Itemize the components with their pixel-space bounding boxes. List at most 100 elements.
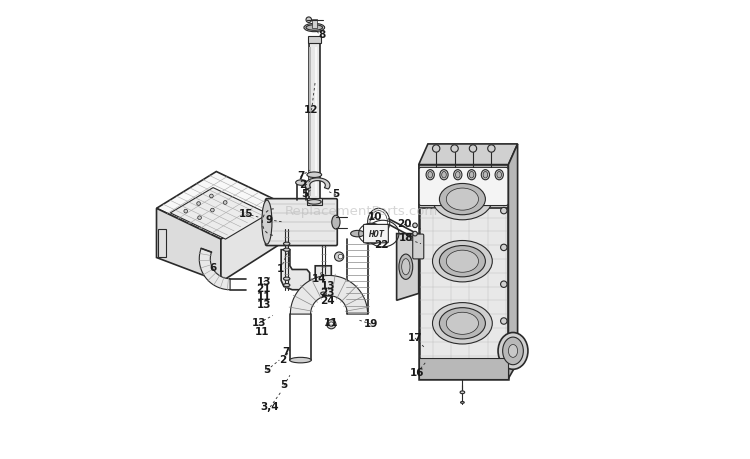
Ellipse shape [428, 172, 433, 179]
Text: 12: 12 [304, 105, 319, 115]
Text: 20: 20 [397, 219, 411, 229]
Text: 16: 16 [410, 367, 424, 377]
Ellipse shape [433, 303, 492, 344]
FancyBboxPatch shape [419, 165, 509, 209]
Text: 6: 6 [209, 262, 217, 272]
Circle shape [433, 146, 439, 153]
Text: 17: 17 [408, 332, 422, 342]
Text: 1: 1 [277, 263, 284, 274]
Polygon shape [200, 249, 230, 290]
Text: 22: 22 [374, 239, 388, 249]
Ellipse shape [307, 173, 322, 178]
Text: 13: 13 [252, 317, 266, 327]
Ellipse shape [467, 170, 476, 180]
Circle shape [500, 355, 507, 361]
Ellipse shape [498, 333, 528, 369]
Ellipse shape [290, 358, 311, 363]
Ellipse shape [440, 246, 485, 277]
Circle shape [500, 245, 507, 251]
Ellipse shape [446, 313, 478, 335]
Text: 19: 19 [364, 319, 379, 329]
Circle shape [327, 320, 336, 329]
Ellipse shape [402, 259, 410, 275]
Circle shape [306, 18, 311, 23]
Circle shape [209, 195, 213, 198]
Ellipse shape [284, 277, 290, 281]
Circle shape [211, 209, 214, 213]
Text: 24: 24 [320, 295, 335, 305]
Text: 14: 14 [311, 274, 326, 284]
Ellipse shape [308, 200, 321, 205]
Text: 13: 13 [320, 280, 334, 291]
Text: 10: 10 [368, 212, 382, 222]
Text: 7: 7 [297, 170, 304, 180]
Circle shape [196, 202, 200, 206]
Ellipse shape [399, 254, 412, 280]
Text: 2: 2 [299, 179, 307, 190]
Ellipse shape [433, 241, 492, 282]
Circle shape [329, 322, 334, 327]
Polygon shape [315, 266, 332, 296]
Ellipse shape [446, 251, 478, 273]
Bar [307, 199, 322, 206]
Ellipse shape [284, 249, 290, 252]
Ellipse shape [284, 242, 290, 246]
Text: HOT: HOT [368, 230, 384, 239]
Ellipse shape [483, 172, 488, 179]
Text: 3,4: 3,4 [261, 401, 280, 411]
Ellipse shape [470, 172, 474, 179]
Polygon shape [157, 172, 280, 240]
Ellipse shape [482, 170, 490, 180]
Ellipse shape [442, 172, 446, 179]
Ellipse shape [433, 179, 492, 220]
Text: 9: 9 [266, 214, 273, 224]
Ellipse shape [321, 292, 326, 295]
Ellipse shape [460, 391, 465, 394]
Text: 23: 23 [320, 288, 334, 298]
Text: 7: 7 [283, 346, 290, 356]
Text: 18: 18 [398, 233, 413, 243]
Ellipse shape [503, 337, 524, 365]
Polygon shape [281, 250, 310, 290]
Text: 11: 11 [255, 326, 269, 336]
FancyBboxPatch shape [266, 199, 338, 246]
Circle shape [224, 201, 227, 205]
Circle shape [500, 208, 507, 214]
FancyBboxPatch shape [413, 235, 424, 259]
Bar [315, 48, 317, 196]
Ellipse shape [454, 170, 462, 180]
Ellipse shape [495, 170, 503, 180]
Bar [308, 37, 321, 44]
Text: 13: 13 [256, 299, 271, 309]
Text: 5: 5 [332, 189, 340, 199]
Text: 5: 5 [280, 380, 287, 390]
Polygon shape [397, 234, 418, 301]
FancyBboxPatch shape [419, 165, 509, 379]
Ellipse shape [446, 189, 478, 211]
Ellipse shape [306, 26, 322, 31]
Polygon shape [419, 145, 518, 165]
Circle shape [184, 210, 188, 213]
Bar [309, 48, 310, 196]
Ellipse shape [497, 172, 502, 179]
Text: 11: 11 [324, 317, 338, 327]
Text: 11: 11 [256, 291, 271, 301]
Text: ReplacementParts.com: ReplacementParts.com [284, 205, 438, 218]
Ellipse shape [460, 402, 464, 403]
Ellipse shape [440, 308, 485, 339]
Circle shape [413, 232, 417, 236]
Circle shape [198, 216, 202, 220]
Polygon shape [290, 276, 368, 314]
Circle shape [338, 255, 343, 259]
Circle shape [451, 146, 458, 153]
Text: 8: 8 [319, 29, 326, 39]
Polygon shape [509, 145, 518, 379]
Ellipse shape [284, 284, 290, 287]
Bar [158, 230, 166, 257]
Ellipse shape [440, 170, 448, 180]
Ellipse shape [304, 24, 325, 33]
Polygon shape [221, 203, 280, 282]
Bar [309, 44, 320, 201]
Ellipse shape [332, 216, 340, 230]
Circle shape [413, 224, 417, 228]
